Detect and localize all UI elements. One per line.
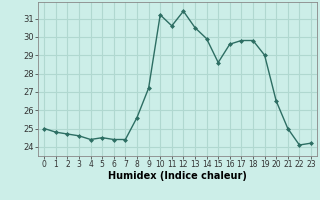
X-axis label: Humidex (Indice chaleur): Humidex (Indice chaleur) <box>108 171 247 181</box>
